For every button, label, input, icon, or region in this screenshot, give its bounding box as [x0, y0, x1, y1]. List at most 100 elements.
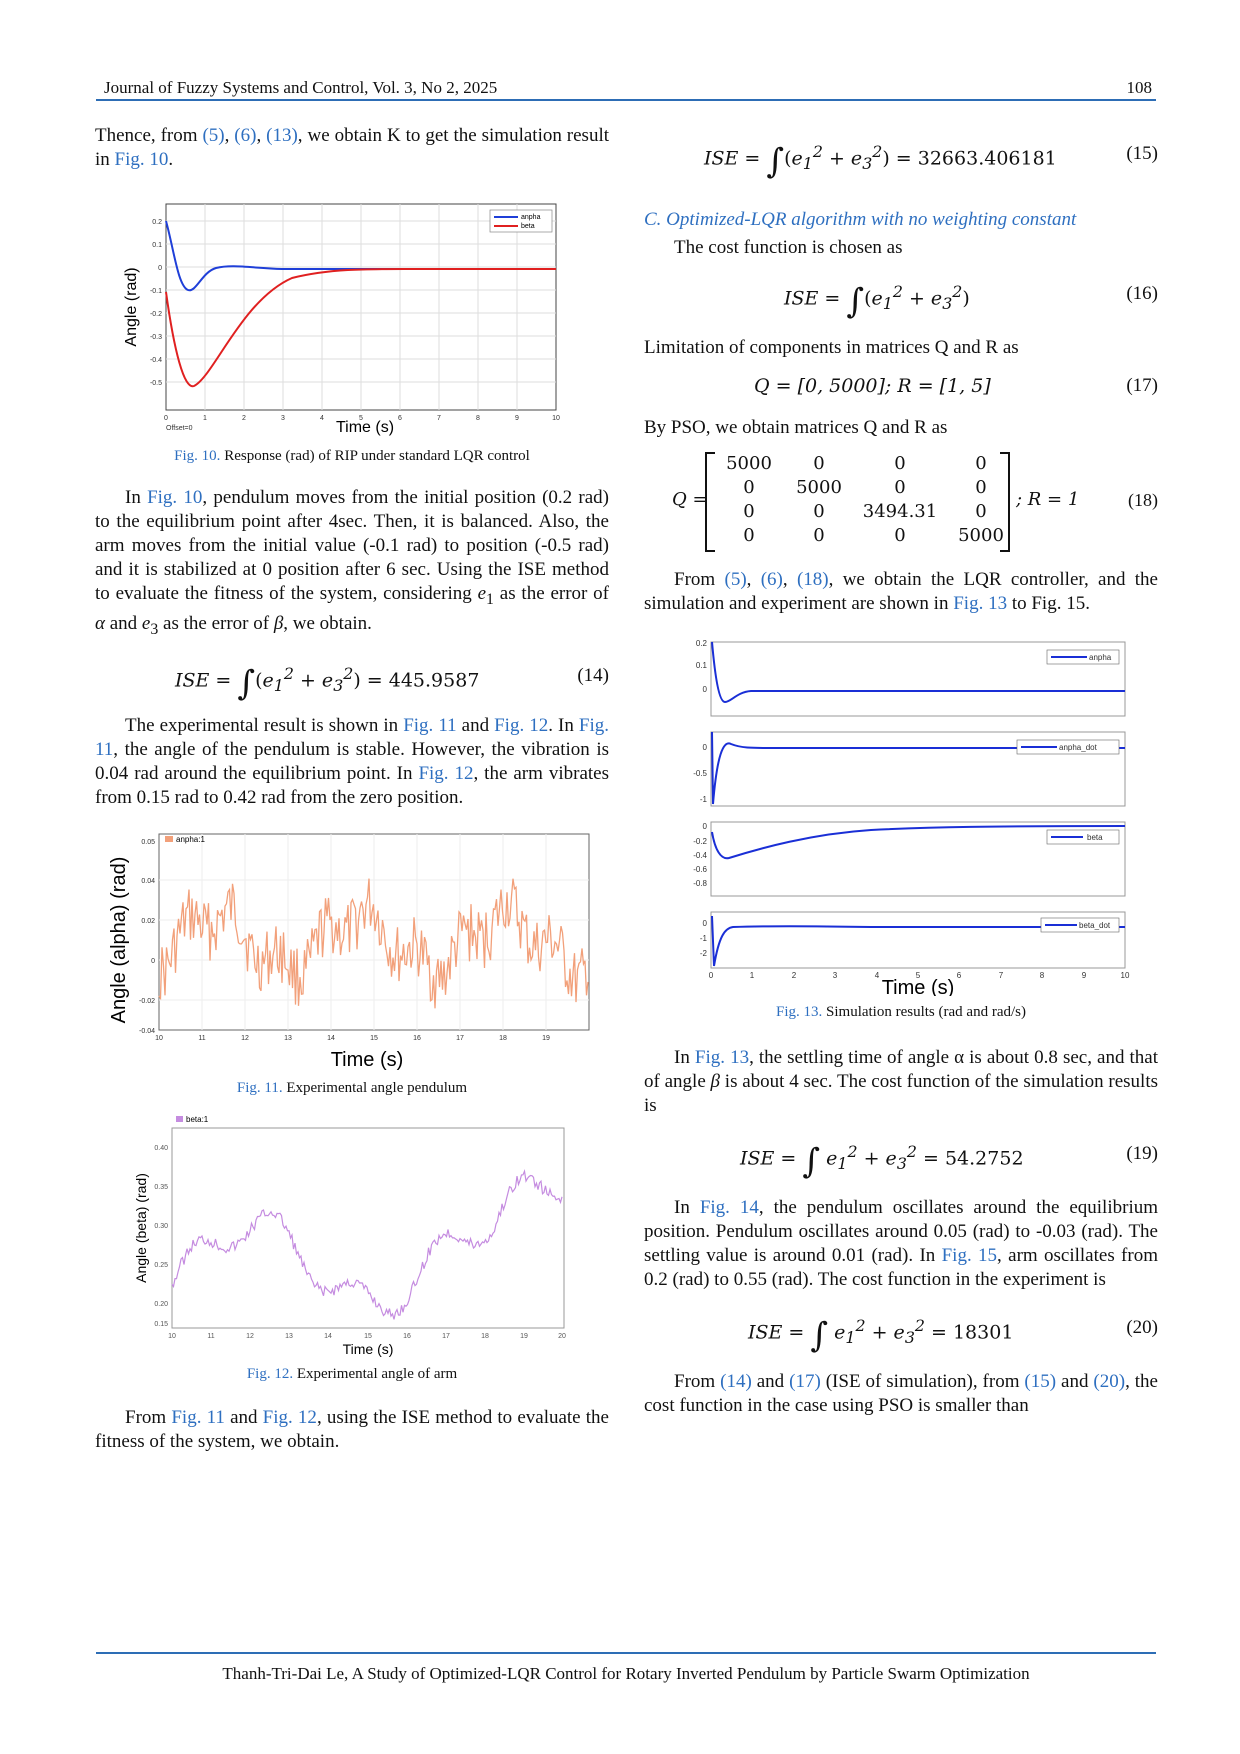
y-axis-label: Angle (alpha) (rad) — [108, 856, 130, 1023]
equation-20: ISE = ∫ e12 + e32 = 18301 (20) — [748, 1315, 1158, 1356]
svg-text:17: 17 — [442, 1333, 450, 1340]
svg-text:16: 16 — [403, 1333, 411, 1340]
svg-text:0.05: 0.05 — [141, 839, 155, 846]
fig-link-10[interactable]: Fig. 10 — [147, 487, 203, 508]
legend-anpha1: anpha:1 — [176, 835, 205, 844]
svg-text:18: 18 — [499, 1035, 507, 1042]
paragraph-settling-time: In Fig. 13, the settling time of angle α… — [644, 1047, 1159, 1116]
eq-link-13[interactable]: (13) — [266, 125, 298, 146]
svg-text:0.2: 0.2 — [696, 639, 708, 648]
figure-10-chart: 0.2 0.1 0 -0.1 -0.2 -0.3 -0.4 -0.5 0 1 2 3 4 5 6 7… — [123, 203, 560, 436]
paragraph-lqr-controller: From (5), (6), (18), we obtain the LQR c… — [644, 569, 1158, 614]
fig13-beta-curve — [711, 825, 1126, 860]
journal-title: Journal of Fuzzy Systems and Control, Vo… — [104, 78, 498, 97]
figure-11-chart: 0.05 0.04 0.02 0 -0.02 -0.04 10 11 12 13 14 15 16 1… — [108, 833, 590, 1070]
x-axis-label: Time (s) — [882, 977, 955, 996]
figure-10-caption: Fig. 10. Response (rad) of RIP under sta… — [174, 448, 530, 464]
svg-text:5: 5 — [916, 971, 921, 980]
page-number: 108 — [1126, 78, 1153, 97]
fig-link-12[interactable]: Fig. 12 — [418, 762, 474, 784]
footer-rule — [96, 1652, 1156, 1654]
svg-text:1: 1 — [203, 415, 207, 422]
eq-link-15[interactable]: (15) — [1024, 1371, 1057, 1392]
svg-text:-0.3: -0.3 — [150, 334, 162, 341]
svg-text:14: 14 — [327, 1035, 335, 1042]
svg-text:0.02: 0.02 — [141, 918, 155, 925]
equation-19: ISE = ∫ e12 + e32 = 54.2752 (19) — [740, 1141, 1158, 1182]
eq-link-6[interactable]: (6) — [234, 125, 257, 146]
eq-link-6[interactable]: (6) — [760, 569, 783, 590]
eq-link-17[interactable]: (17) — [789, 1371, 821, 1392]
q-matrix-table: 5000 0 0 0 0 5000 0 0 0 0 3494.31 0 0 0 0 5000 — [726, 453, 1004, 546]
eq-link-20[interactable]: (20) — [1093, 1371, 1126, 1392]
svg-text:0.20: 0.20 — [154, 1301, 168, 1308]
fig-link-14[interactable]: Fig. 14 — [699, 1197, 759, 1218]
svg-text:0.15: 0.15 — [154, 1321, 168, 1328]
svg-text:15: 15 — [364, 1333, 372, 1340]
fig-link-13[interactable]: Fig. 13 — [694, 1047, 750, 1068]
svg-text:6: 6 — [957, 971, 962, 980]
fig13-alpha-curve — [711, 641, 1125, 704]
eq-link-14[interactable]: (14) — [720, 1371, 752, 1392]
svg-text:15: 15 — [370, 1035, 378, 1042]
svg-text:-1: -1 — [700, 795, 708, 804]
svg-text:12: 12 — [246, 1333, 254, 1340]
svg-text:-0.02: -0.02 — [139, 998, 155, 1005]
svg-text:8: 8 — [1040, 971, 1045, 980]
paragraph-oscillation: In Fig. 14, the pendulum oscillates arou… — [644, 1197, 1158, 1290]
eq-link-18[interactable]: (18) — [796, 569, 829, 590]
paragraph-fig10-discussion: In Fig. 10, pendulum moves from the init… — [95, 487, 609, 638]
svg-text:9: 9 — [515, 415, 519, 422]
svg-text:0: 0 — [703, 743, 708, 752]
svg-text:10: 10 — [1121, 971, 1130, 980]
svg-text:0: 0 — [709, 971, 714, 980]
fig-link-13[interactable]: Fig. 13 — [953, 593, 1008, 614]
eq-link-5[interactable]: (5) — [724, 569, 747, 590]
svg-text:0.25: 0.25 — [154, 1262, 168, 1269]
svg-text:14: 14 — [324, 1333, 332, 1340]
svg-text:20: 20 — [558, 1333, 566, 1340]
svg-text:8: 8 — [476, 415, 480, 422]
fig-link-11[interactable]: Fig. 11 — [95, 714, 609, 760]
svg-text:7: 7 — [999, 971, 1004, 980]
figure-12-caption: Fig. 12. Experimental angle of arm — [246, 1365, 458, 1382]
svg-text:0: 0 — [164, 415, 168, 422]
fig10-alpha-curve — [165, 220, 556, 292]
svg-text:0.1: 0.1 — [152, 242, 162, 249]
svg-text:0.40: 0.40 — [154, 1145, 168, 1152]
fig11-alpha-trace — [158, 878, 589, 1008]
svg-text:-0.2: -0.2 — [150, 311, 162, 318]
figure-13-chart: 0.2 0.1 0 anpha 0 -0.5 -1 anpha_dot 0 -0.2 -0.… — [693, 639, 1130, 996]
svg-text:13: 13 — [284, 1035, 292, 1042]
svg-text:19: 19 — [520, 1333, 528, 1340]
svg-text:5: 5 — [359, 415, 363, 422]
fig-link-11[interactable]: Fig. 11 — [403, 714, 457, 736]
y-axis-label: Angle (beta) (rad) — [133, 1173, 149, 1283]
svg-text:10: 10 — [168, 1333, 176, 1340]
svg-text:-0.1: -0.1 — [150, 288, 162, 295]
y-axis-label: Angle (rad) — [123, 267, 140, 346]
svg-text:0: 0 — [151, 958, 155, 965]
svg-text:10: 10 — [155, 1035, 163, 1042]
svg-text:12: 12 — [241, 1035, 249, 1042]
svg-text:11: 11 — [207, 1333, 214, 1340]
eq-link-5[interactable]: (5) — [202, 125, 225, 146]
paragraph-ise-intro: From Fig. 11 and Fig. 12, using the ISE … — [95, 1406, 609, 1452]
legend-anpha: anpha — [1089, 653, 1112, 662]
equation-18-matrix: Q = 5000 0 0 0 0 5000 0 0 0 0 3494.31 0 0 0 0 5000 ;… — [644, 448, 1158, 558]
fig-link-12[interactable]: Fig. 12 — [494, 714, 549, 736]
x-axis-label: Time (s) — [331, 1049, 404, 1070]
equation-17: Q = [0, 5000]; R = [1, 5] (17) — [754, 375, 1158, 397]
svg-text:0: 0 — [703, 822, 708, 831]
svg-text:0.30: 0.30 — [154, 1223, 168, 1230]
fig-link-10[interactable]: Fig. 10 — [114, 149, 169, 170]
legend-beta-dot: beta_dot — [1079, 921, 1111, 930]
fig-link-11[interactable]: Fig. 11 — [171, 1406, 225, 1428]
fig-link-15[interactable]: Fig. 15 — [941, 1245, 998, 1266]
equation-14: ISE = ∫(e12 + e32) = 445.9587 (14) — [175, 662, 609, 703]
svg-text:0.35: 0.35 — [154, 1184, 168, 1191]
figure-11-caption: Fig. 11. Experimental angle pendulum — [236, 1079, 468, 1096]
fig-link-12[interactable]: Fig. 12 — [262, 1406, 317, 1428]
paragraph-limitation: Limitation of components in matrices Q a… — [644, 337, 1019, 358]
svg-text:-0.5: -0.5 — [150, 380, 162, 387]
